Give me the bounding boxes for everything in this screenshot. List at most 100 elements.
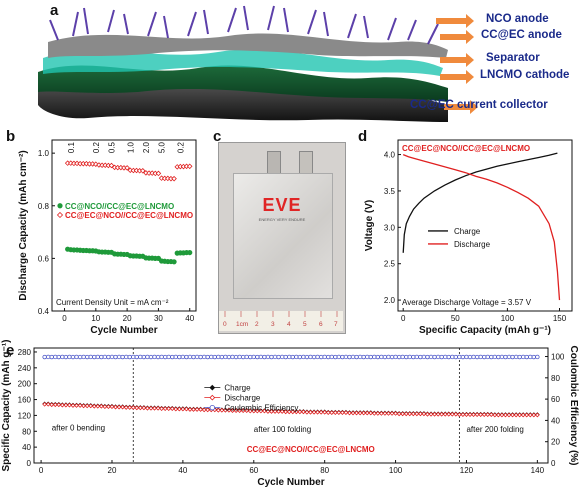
chart-e-point-discharge [230,408,235,414]
chart-e-point-ce [517,354,522,360]
chart-e-point-discharge [432,411,437,417]
chart-e-point-ce [336,354,342,360]
chart-e-point-discharge [70,403,76,408]
chart-e-point-ce [503,354,508,360]
chart-e-point-discharge [194,407,200,412]
chart-e-point-discharge [446,411,452,417]
chart-e-point-ce [209,354,214,360]
chart-e-point-ce [457,354,462,360]
chart-e-point-ce [42,354,47,360]
chart-b-note: Current Density Unit = mA cm⁻² [56,298,169,307]
chart-b-rate-label: 0.2 [92,141,101,153]
chart-e-point-discharge [457,412,462,417]
chart-e-point-ce [382,354,388,360]
chart-e-legend-marker [209,384,216,391]
chart-e-point-ce [315,354,320,360]
chart-b-rate-label: 2.0 [142,141,151,153]
chart-b-ytick-label: 0.6 [38,254,50,263]
chart-e-point-ce [428,354,434,360]
chart-e-point-discharge [386,411,391,416]
chart-e-point-ce [393,354,398,360]
chart-e-point-ce [92,354,97,360]
chart-e-point-ce [407,354,412,360]
chart-e-point-ce [432,354,437,360]
chart-e-point-discharge [343,410,349,416]
chart-e-point-discharge [354,410,359,416]
panel-b-letter: b [6,128,16,145]
chart-e-ytick-label: 120 [18,411,32,420]
chart-e-point-ce [396,354,402,360]
chart-e-annotation: after 200 folding [466,425,523,434]
chart-e-point-ce [155,354,161,360]
chart-e-point-discharge [308,409,313,415]
chart-e-point-ce [123,354,129,360]
chart-e-point-ce [535,354,540,360]
chart-e-point-discharge [396,411,402,417]
chart-e-point-discharge [414,411,420,417]
chart-e-point-ce [88,354,93,360]
chart-b-ytick-label: 1.0 [38,149,50,158]
chart-e-point-discharge [403,411,409,417]
panel-e-letter: e [6,342,15,359]
chart-e-point-ce [226,354,232,360]
chart-e-point-discharge [226,407,232,413]
chart-e-point-discharge [59,402,65,408]
chart-e-point-ce [450,354,455,360]
chart-e-point-discharge [198,407,203,412]
chart-e-point-ce [276,354,281,360]
chart-b-rate-label: 5.0 [158,141,167,153]
chart-e-point-ce [421,354,427,360]
chart-e-point-discharge [247,408,253,414]
chart-e-point-discharge [375,411,381,416]
chart-e-point-ce [375,354,381,360]
chart-e-point-discharge [223,407,228,413]
chart-b-frame [51,139,197,312]
chart-e-point-ce [528,354,533,360]
chart-e-point-ce [131,354,136,360]
chart-e-point-discharge [496,412,501,418]
chart-e-point-ce [187,354,193,360]
label-lncmo-cathode: LNCMO cathode [480,69,570,81]
chart-e-point-discharge [393,411,398,416]
chart-e-point-discharge [290,409,296,415]
chart-e-point-discharge [102,404,108,410]
chart-e-point-ce [67,354,72,360]
chart-b-point-red [186,163,193,170]
chart-e-point-ce [113,354,118,360]
chart-e-point-ce [453,354,459,360]
chart-e-point-discharge [492,412,498,418]
chart-e-point-discharge [173,406,179,412]
chart-e-point-discharge [325,410,331,416]
chart-e-ytick-label: 0 [27,459,32,468]
chart-e-point-ce [283,354,288,360]
chart-e-point-discharge [137,405,143,411]
chart-e-ytick-right-label: 20 [551,438,560,447]
chart-e-point-ce [255,354,260,360]
ruler-5: 5 [303,321,307,328]
chart-e-xtick-label: 120 [460,466,474,475]
chart-e-point-ce [499,354,505,360]
chart-e-point-ce [279,354,285,360]
chart-e-point-ce [223,354,228,360]
chart-e-point-ce [258,354,264,360]
chart-e-point-discharge [364,410,370,416]
chart-e-point-ce [414,354,420,360]
chart-e-point-discharge [63,402,69,408]
chart-e-point-ce [45,354,51,360]
chart-e-point-ce [478,354,483,360]
chart-b-ylabel: Discharge Capacity (mAh cm⁻²) [18,150,29,300]
chart-e-xtick-label: 60 [249,466,258,475]
chart-e-point-discharge [240,408,246,414]
chart-e-point-ce [464,354,469,360]
chart-e-point-ce [510,354,515,360]
chart-e-point-discharge [166,406,172,412]
chart-e-point-discharge [336,410,342,416]
chart-e-point-discharge [467,412,473,417]
chart-d-ytick-label: 2.0 [384,296,396,305]
chart-e-point-discharge [311,409,317,415]
chart-e-point-ce [492,354,498,360]
chart-e-point-ce [326,354,331,360]
chart-e-ytick-right-label: 0 [551,459,556,468]
chart-e-point-discharge [120,404,125,410]
panel-d-letter: d [358,128,368,145]
